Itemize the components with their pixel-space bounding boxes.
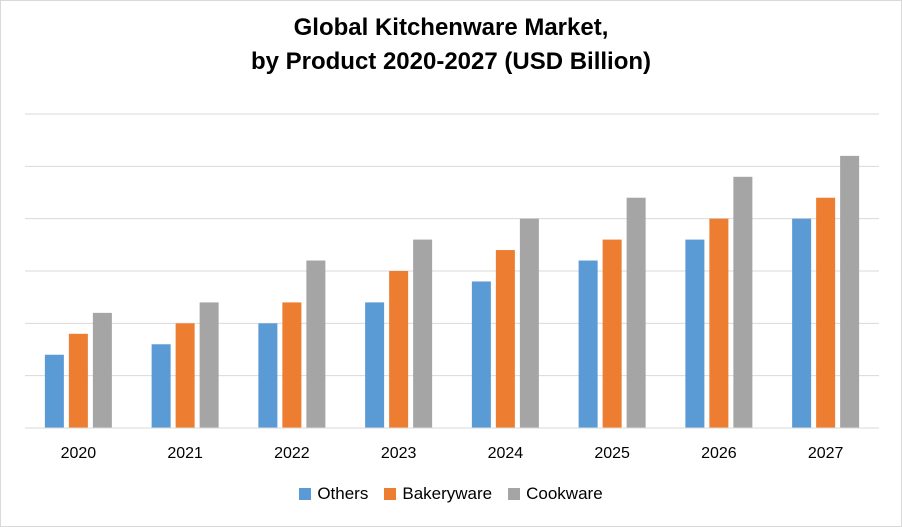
x-tick-label: 2023 xyxy=(381,445,417,462)
bar-bakeryware-2023 xyxy=(389,271,409,428)
bar-cookware-2023 xyxy=(413,239,433,428)
chart-title: Global Kitchenware Market, by Product 20… xyxy=(1,11,901,79)
x-tick-label: 2027 xyxy=(808,445,844,462)
bar-others-2024 xyxy=(471,281,491,428)
bar-bakeryware-2027 xyxy=(816,197,836,428)
bar-cookware-2026 xyxy=(733,176,753,428)
x-tick-label: 2025 xyxy=(594,445,630,462)
bar-others-2022 xyxy=(258,323,278,428)
legend-label: Bakeryware xyxy=(402,484,493,503)
bar-cookware-2020 xyxy=(92,312,112,428)
bar-bakeryware-2021 xyxy=(175,323,195,428)
x-tick-label: 2024 xyxy=(488,445,524,462)
legend-item-others: Others xyxy=(299,482,368,506)
bar-cookware-2027 xyxy=(840,155,860,428)
chart-legend: Others Bakeryware Cookware xyxy=(1,482,901,506)
bar-cookware-2025 xyxy=(626,197,646,428)
chart-title-line-1: Global Kitchenware Market, xyxy=(293,14,609,41)
bar-others-2025 xyxy=(578,260,598,428)
x-tick-label: 2020 xyxy=(61,445,97,462)
legend-swatch xyxy=(299,488,312,500)
legend-swatch xyxy=(384,488,397,500)
bar-bakeryware-2025 xyxy=(602,239,622,428)
bar-bakeryware-2020 xyxy=(68,333,88,428)
bar-cookware-2022 xyxy=(306,260,326,428)
legend-label: Cookware xyxy=(526,484,603,503)
legend-item-cookware: Cookware xyxy=(508,482,603,506)
bar-bakeryware-2026 xyxy=(709,218,729,428)
x-tick-label: 2022 xyxy=(274,445,310,462)
bar-others-2023 xyxy=(365,302,385,428)
bar-others-2020 xyxy=(44,354,64,428)
legend-item-bakeryware: Bakeryware xyxy=(384,482,492,506)
legend-label: Others xyxy=(317,484,369,503)
bar-bakeryware-2022 xyxy=(282,302,302,428)
bar-cookware-2024 xyxy=(519,218,539,428)
x-tick-label: 2021 xyxy=(167,445,203,462)
bar-cookware-2021 xyxy=(199,302,219,428)
chart-title-line-2: by Product 2020-2027 (USD Billion) xyxy=(250,48,652,75)
legend-swatch xyxy=(508,488,521,500)
bar-others-2026 xyxy=(685,239,705,428)
x-tick-label: 2026 xyxy=(701,445,737,462)
bar-others-2021 xyxy=(151,344,171,428)
bar-others-2027 xyxy=(792,218,812,428)
bar-bakeryware-2024 xyxy=(495,250,515,428)
